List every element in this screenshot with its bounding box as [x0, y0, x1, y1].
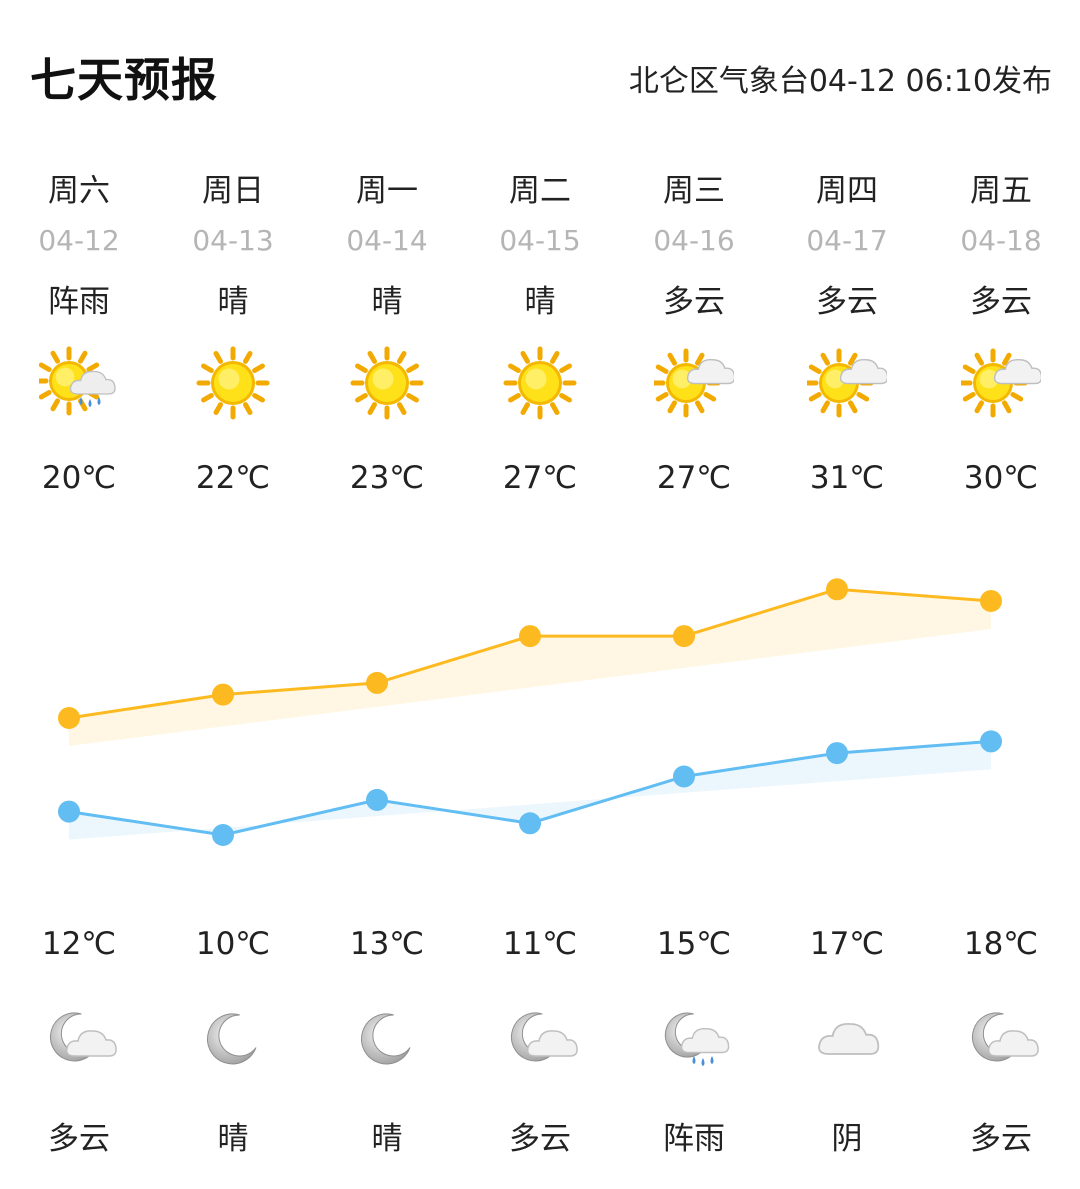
- high-temp: 20℃: [41, 460, 117, 496]
- low-temp: 10℃: [195, 926, 271, 962]
- high-temp-point: [212, 683, 234, 706]
- high-temp: 22℃: [195, 460, 271, 496]
- high-temp-point: [519, 625, 541, 648]
- night-condition: 晴: [371, 1121, 403, 1157]
- weekday-label: 周三: [663, 173, 725, 209]
- date-label: 04-17: [806, 224, 888, 257]
- sun-icon: [193, 343, 273, 423]
- low-temp: 15℃: [656, 926, 732, 962]
- low-temp: 18℃: [963, 926, 1039, 962]
- high-temp-point: [58, 707, 80, 729]
- night-condition: 阴: [831, 1121, 863, 1157]
- high-temp: 23℃: [349, 460, 425, 496]
- temperature-chart: [58, 578, 1002, 846]
- sun-cloud-icon: [651, 343, 736, 423]
- low-temp-point: [826, 742, 848, 765]
- date-label: 04-14: [346, 224, 428, 257]
- night-condition: 晴: [217, 1121, 249, 1157]
- low-temp-point: [212, 824, 234, 846]
- high-temp-point: [366, 671, 388, 694]
- cloud-icon: [807, 1000, 887, 1080]
- low-temp: 11℃: [502, 926, 578, 962]
- moon-cloud-rain-icon: [654, 1000, 734, 1080]
- moon-cloud-icon: [961, 1000, 1041, 1080]
- day-condition: 阵雨: [48, 284, 110, 320]
- low-temp-point: [980, 730, 1002, 753]
- series-shadow: [69, 589, 991, 746]
- night-condition: 阵雨: [663, 1121, 725, 1157]
- moon-icon: [193, 1000, 273, 1080]
- date-label: 04-13: [192, 224, 274, 257]
- sun-icon: [347, 343, 427, 423]
- low-temp-point: [58, 800, 80, 823]
- publish-info: 北仑区气象台04-12 06:10发布: [628, 64, 1052, 99]
- low-temp: 13℃: [349, 926, 425, 962]
- day-condition: 晴: [524, 284, 556, 320]
- day-condition: 晴: [217, 284, 249, 320]
- high-temp: 27℃: [502, 460, 578, 496]
- page-title: 七天预报: [30, 53, 218, 107]
- weekday-label: 周一: [356, 173, 418, 209]
- header: 七天预报 北仑区气象台04-12 06:10发布: [0, 0, 1080, 150]
- high-temp-point: [673, 625, 695, 648]
- high-temp: 30℃: [963, 460, 1039, 496]
- day-condition: 多云: [816, 284, 878, 320]
- high-temp: 31℃: [809, 460, 885, 496]
- low-temp: 17℃: [809, 926, 885, 962]
- night-condition: 多云: [970, 1121, 1032, 1157]
- date-label: 04-16: [653, 224, 735, 257]
- date-label: 04-12: [38, 224, 120, 257]
- weekday-label: 周四: [816, 173, 878, 209]
- moon-cloud-icon: [500, 1000, 580, 1080]
- sun-cloud-icon: [958, 343, 1043, 423]
- moon-icon: [347, 1000, 427, 1080]
- low-temp: 12℃: [41, 926, 117, 962]
- sun-icon: [500, 343, 580, 423]
- weekday-label: 周二: [509, 173, 571, 209]
- low-temp-point: [673, 765, 695, 788]
- sun-cloud-rain-icon: [34, 343, 119, 423]
- day-condition: 晴: [371, 284, 403, 320]
- high-temp-point: [826, 578, 848, 601]
- night-condition: 多云: [48, 1121, 110, 1157]
- date-label: 04-15: [499, 224, 581, 257]
- moon-cloud-icon: [39, 1000, 119, 1080]
- weekday-label: 周六: [48, 173, 110, 209]
- day-condition: 多云: [663, 284, 725, 320]
- weekday-label: 周日: [202, 173, 264, 209]
- day-condition: 多云: [970, 284, 1032, 320]
- high-temp-point: [980, 590, 1002, 612]
- night-condition: 多云: [509, 1121, 571, 1157]
- low-temp-point: [519, 812, 541, 835]
- high-temp: 27℃: [656, 460, 732, 496]
- weekday-label: 周五: [970, 173, 1032, 209]
- low-temp-point: [366, 788, 388, 811]
- date-label: 04-18: [960, 224, 1042, 257]
- sun-cloud-icon: [804, 343, 889, 423]
